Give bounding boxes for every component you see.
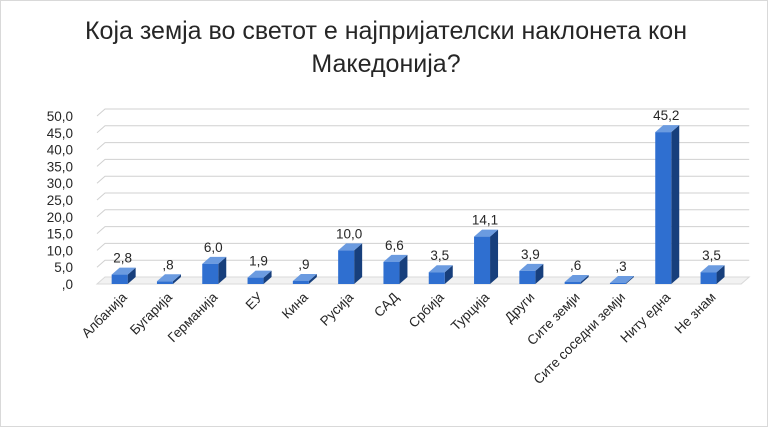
data-label: 3,5	[702, 248, 721, 263]
grid-line	[96, 125, 750, 134]
data-label: 10,0	[336, 226, 362, 241]
y-tick-label: 5,0	[54, 260, 73, 275]
data-labels: 2,8 ,8 6,0 1,9 ,9 10,0 6,6 3,5 14,1 3,9 ,6 ,3 45,2 3,…	[113, 108, 721, 274]
category-label: Други	[502, 290, 538, 326]
bar	[202, 256, 227, 284]
grid-line	[96, 209, 750, 218]
bar	[428, 265, 453, 284]
grid-lines	[95, 108, 751, 285]
y-axis-tick-labels: ,0 5,0 10,015,0 20,0 25,0 30,0 35,040,0 45,0 50,…	[47, 109, 73, 292]
bar	[519, 263, 544, 284]
bar	[292, 273, 317, 284]
category-label: Турција	[448, 289, 492, 333]
data-label: 45,2	[653, 108, 679, 123]
bar	[700, 265, 725, 284]
data-label: 3,9	[521, 247, 540, 262]
y-tick-label: 20,0	[47, 210, 73, 225]
data-label: 2,8	[113, 251, 132, 266]
data-label: 1,9	[249, 254, 268, 269]
category-label: САД	[371, 290, 401, 320]
data-label: ,9	[298, 257, 309, 272]
category-label: Германија	[165, 289, 221, 345]
category-label: Сите соседни земји	[531, 290, 629, 388]
grid-line	[96, 192, 750, 201]
y-tick-label: 30,0	[47, 176, 73, 191]
bars	[111, 125, 725, 285]
bar	[383, 254, 408, 284]
bar	[338, 243, 363, 284]
category-label: Србија	[406, 289, 447, 330]
data-label: ,3	[615, 259, 626, 274]
category-label: Ниту една	[617, 289, 673, 345]
y-tick-label: 15,0	[47, 227, 73, 242]
bar	[247, 270, 272, 284]
y-tick-label: 10,0	[47, 243, 73, 258]
data-label: 3,5	[430, 248, 449, 263]
chart-title: Која земја во светот е најпријателски на…	[84, 17, 688, 78]
grid-line	[96, 259, 750, 268]
category-label: Русија	[317, 289, 357, 329]
chart-floor	[95, 276, 751, 285]
y-tick-label: ,0	[62, 277, 73, 292]
y-tick-label: 45,0	[47, 126, 73, 141]
y-tick-label: 50,0	[47, 109, 73, 124]
grid-line	[96, 226, 750, 234]
bar	[564, 274, 589, 284]
category-label: Не знам	[672, 290, 719, 337]
bar	[609, 275, 634, 284]
y-tick-label: 25,0	[47, 193, 73, 208]
grid-line	[96, 242, 750, 251]
data-label: 6,0	[204, 240, 223, 255]
grid-line	[96, 175, 750, 184]
bar	[655, 125, 680, 285]
data-label: ,6	[570, 258, 581, 273]
bar	[474, 229, 499, 284]
grid-line	[96, 142, 750, 150]
category-label: ЕУ	[243, 289, 266, 312]
y-tick-label: 40,0	[47, 143, 73, 158]
data-label: ,8	[162, 257, 173, 272]
grid-line	[96, 108, 750, 117]
data-label: 6,6	[385, 238, 404, 253]
category-label: Албанија	[79, 289, 130, 340]
bar	[156, 274, 181, 284]
grid-line	[96, 158, 750, 167]
category-label: Кина	[279, 289, 311, 321]
y-tick-label: 35,0	[47, 159, 73, 174]
bar	[111, 267, 136, 284]
data-label: 14,1	[472, 213, 498, 228]
